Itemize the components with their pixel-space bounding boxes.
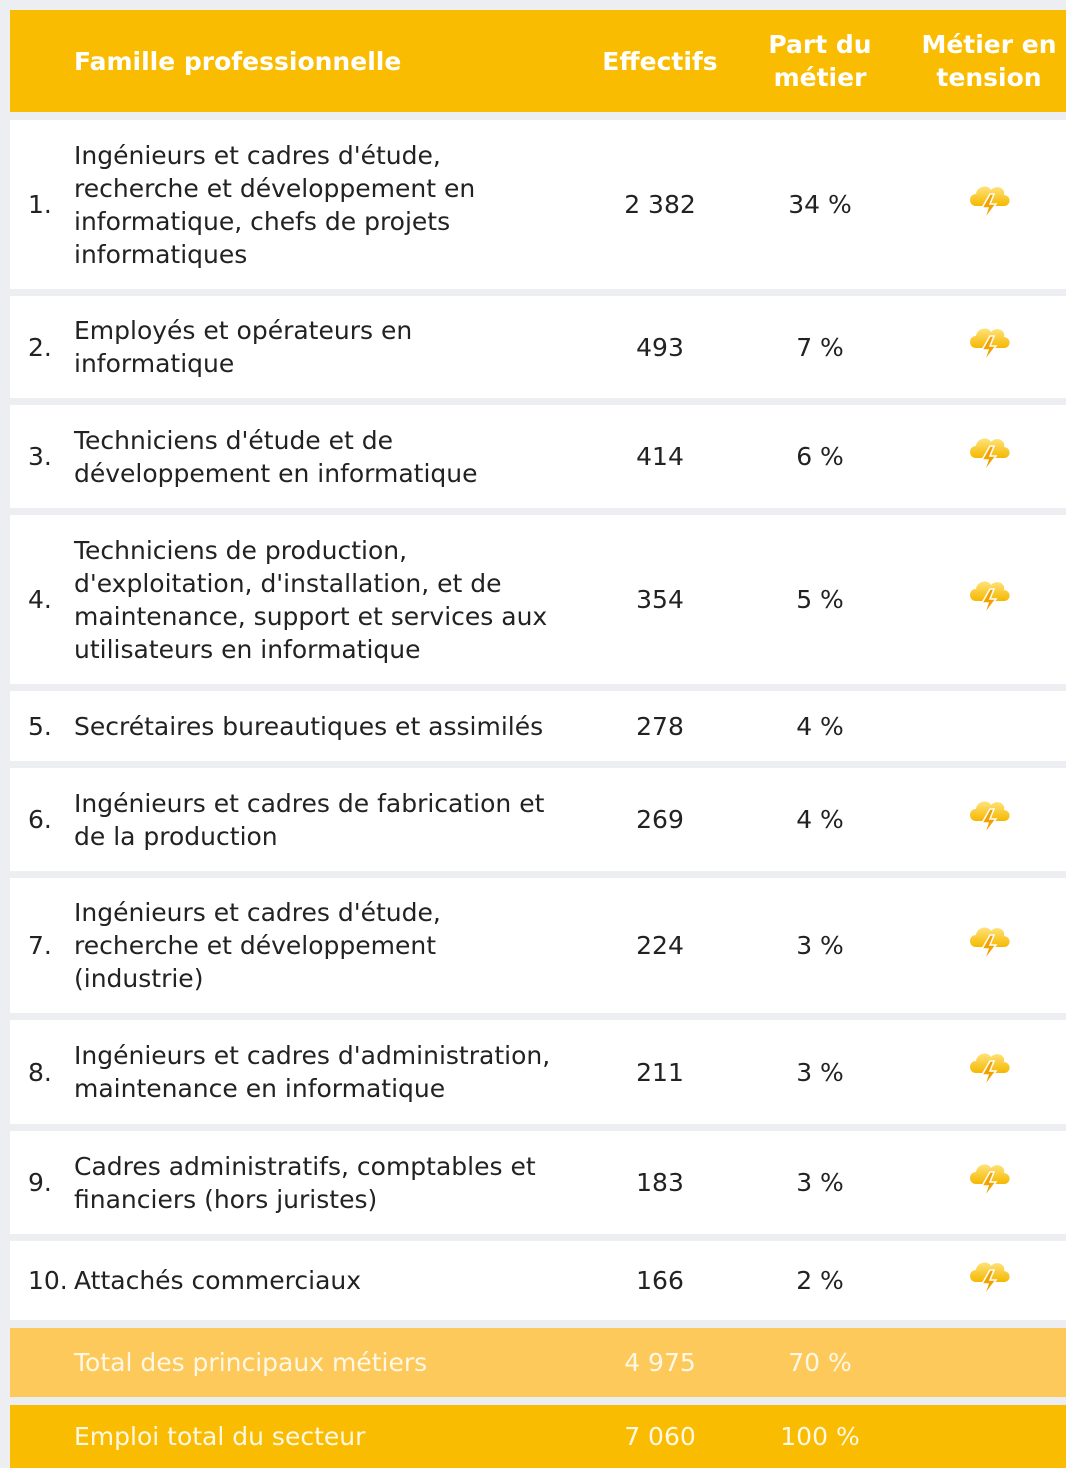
rank: 2. xyxy=(28,332,52,362)
effectifs: 354 xyxy=(636,585,684,614)
total-row: Emploi total du secteur 7 060 100 % xyxy=(10,1405,1066,1468)
rank: 6. xyxy=(28,805,52,834)
job-label: Attachés commerciaux xyxy=(74,1266,362,1295)
table-row: 4. Techniciens de production, d'exploitat… xyxy=(10,515,1066,684)
job-label: Ingénieurs et cadres d'administration, m… xyxy=(74,1041,551,1103)
part: 4 % xyxy=(796,805,844,834)
tension-icon xyxy=(966,795,1012,845)
table-row: 7. Ingénieurs et cadres d'étude, recherch… xyxy=(10,878,1066,1013)
tension-icon xyxy=(966,1256,1012,1306)
rank: 3. xyxy=(28,442,52,471)
table-row: 8. Ingénieurs et cadres d'administration,… xyxy=(10,1020,1066,1124)
job-label: Ingénieurs et cadres d'étude, recherche … xyxy=(74,140,476,269)
job-label: Secrétaires bureautiques et assimilés xyxy=(74,711,544,741)
table-row: 9. Cadres administratifs, comptables et f… xyxy=(10,1131,1066,1234)
part: 6 % xyxy=(796,442,844,471)
tension-icon xyxy=(966,1158,1012,1208)
tension-icon xyxy=(966,921,1012,971)
table-row: 2. Employés et opérateurs en informatique… xyxy=(10,296,1066,398)
table-row: 5. Secrétaires bureautiques et assimilés 2… xyxy=(10,691,1066,761)
part: 2 % xyxy=(796,1266,844,1295)
total-part: 100 % xyxy=(780,1422,860,1451)
effectifs: 278 xyxy=(636,711,684,741)
rank: 4. xyxy=(28,585,52,614)
part: 5 % xyxy=(796,585,844,614)
tension-cell xyxy=(910,1241,1066,1320)
effectifs: 493 xyxy=(636,332,684,362)
header-row: Famille professionnelle Effectifs Part d… xyxy=(10,10,1066,112)
total-effectifs: 7 060 xyxy=(624,1422,696,1451)
tension-cell xyxy=(910,878,1066,1013)
rank: 7. xyxy=(28,931,52,960)
job-label: Techniciens d'étude et de développement … xyxy=(74,425,478,488)
tension-cell xyxy=(910,1020,1066,1124)
total-row: Total des principaux métiers 4 975 70 % xyxy=(10,1328,1066,1397)
header-cell: Part du métier xyxy=(768,30,872,92)
effectifs: 269 xyxy=(636,805,684,834)
tension-cell xyxy=(910,1131,1066,1234)
part: 4 % xyxy=(796,711,844,741)
effectifs: 183 xyxy=(636,1168,684,1197)
rank: 5. xyxy=(28,711,52,741)
effectifs: 211 xyxy=(636,1057,684,1087)
tension-cell xyxy=(910,691,1066,761)
tension-cell xyxy=(910,120,1066,289)
tension-cell xyxy=(910,296,1066,398)
job-label: Techniciens de production, d'exploitatio… xyxy=(74,535,548,664)
part: 34 % xyxy=(788,190,852,219)
part: 3 % xyxy=(796,931,844,960)
effectifs: 224 xyxy=(636,931,684,960)
table-row: 10. Attachés commerciaux 166 2 % xyxy=(10,1241,1066,1320)
tension-cell xyxy=(910,768,1066,871)
tension-cell xyxy=(910,405,1066,508)
rank: 1. xyxy=(28,190,52,219)
effectifs: 166 xyxy=(636,1266,684,1295)
total-part: 70 % xyxy=(788,1348,852,1377)
job-label: Employés et opérateurs en informatique xyxy=(74,316,413,378)
total-effectifs: 4 975 xyxy=(624,1348,696,1377)
header-cell: Effectifs xyxy=(602,46,718,76)
tension-icon xyxy=(966,432,1012,482)
job-label: Cadres administratifs, comptables et fin… xyxy=(74,1151,536,1214)
tension-icon xyxy=(966,322,1012,372)
effectifs: 2 382 xyxy=(624,190,696,219)
job-label: Ingénieurs et cadres de fabrication et d… xyxy=(74,788,545,851)
header-cell: Métier en tension xyxy=(921,30,1057,92)
effectifs: 414 xyxy=(636,442,684,471)
part: 3 % xyxy=(796,1168,844,1197)
table-row: 1. Ingénieurs et cadres d'étude, recherch… xyxy=(10,120,1066,289)
tension-icon xyxy=(966,1047,1012,1097)
tension-icon xyxy=(966,575,1012,625)
job-label: Ingénieurs et cadres d'étude, recherche … xyxy=(74,898,441,993)
table-row: 6. Ingénieurs et cadres de fabrication et… xyxy=(10,768,1066,871)
part: 7 % xyxy=(796,332,844,362)
total-label: Total des principaux métiers xyxy=(74,1348,428,1377)
rank: 8. xyxy=(28,1057,52,1087)
rank: 9. xyxy=(28,1168,52,1197)
part: 3 % xyxy=(796,1057,844,1087)
total-label: Emploi total du secteur xyxy=(74,1422,366,1451)
table-row: 3. Techniciens d'étude et de développemen… xyxy=(10,405,1066,508)
rank: 10. xyxy=(28,1266,68,1295)
header-cell: Famille professionnelle xyxy=(74,46,402,76)
tension-icon xyxy=(966,180,1012,230)
tension-cell xyxy=(910,515,1066,684)
